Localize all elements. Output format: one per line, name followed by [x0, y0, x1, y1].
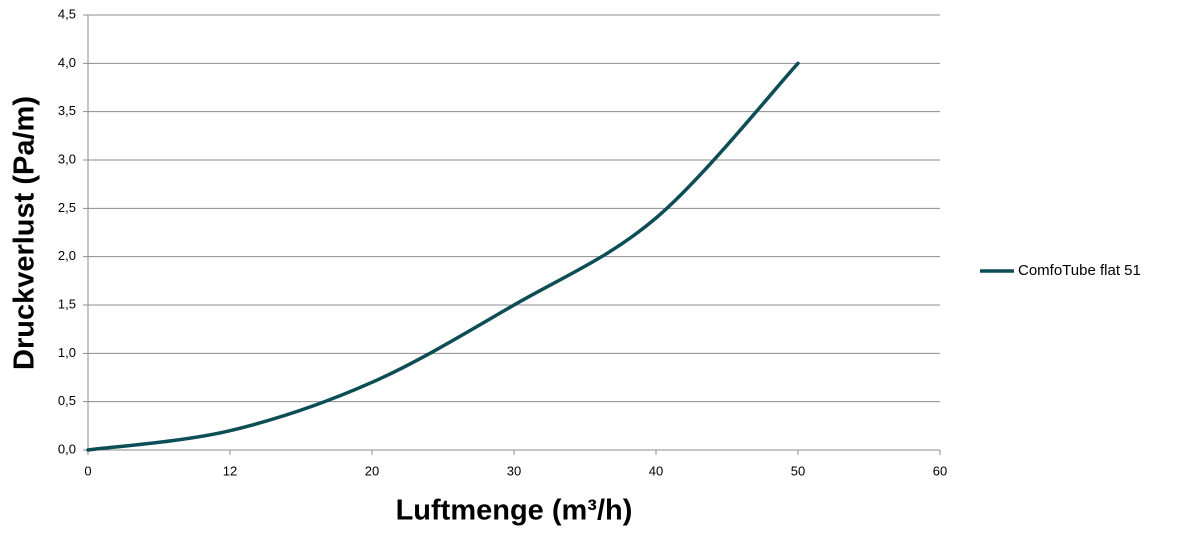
y-tick-label: 3,5	[58, 103, 76, 118]
x-tick-label: 0	[84, 463, 91, 478]
y-tick-label: 2,5	[58, 200, 76, 215]
y-tick-label: 0,0	[58, 441, 76, 456]
x-tick-label: 50	[791, 463, 805, 478]
y-tick-label: 0,5	[58, 393, 76, 408]
y-tick-label: 4,5	[58, 6, 76, 21]
y-tick-label: 4,0	[58, 55, 76, 70]
y-tick-label: 1,0	[58, 345, 76, 360]
y-tick-label: 3,0	[58, 151, 76, 166]
x-tick-label: 40	[649, 463, 663, 478]
x-tick-label: 20	[365, 463, 379, 478]
x-tick-label: 60	[933, 463, 947, 478]
series-line	[86, 61, 800, 452]
legend-label: ComfoTube flat 51	[1018, 262, 1141, 279]
x-tick-label: 12	[223, 463, 237, 478]
x-tick-label: 30	[507, 463, 521, 478]
y-axis-title: Druckverlust (Pa/m)	[9, 96, 41, 370]
y-tick-label: 1,5	[58, 296, 76, 311]
y-tick-label: 2,0	[58, 248, 76, 263]
x-axis-title: Luftmenge (m³/h)	[396, 495, 633, 527]
